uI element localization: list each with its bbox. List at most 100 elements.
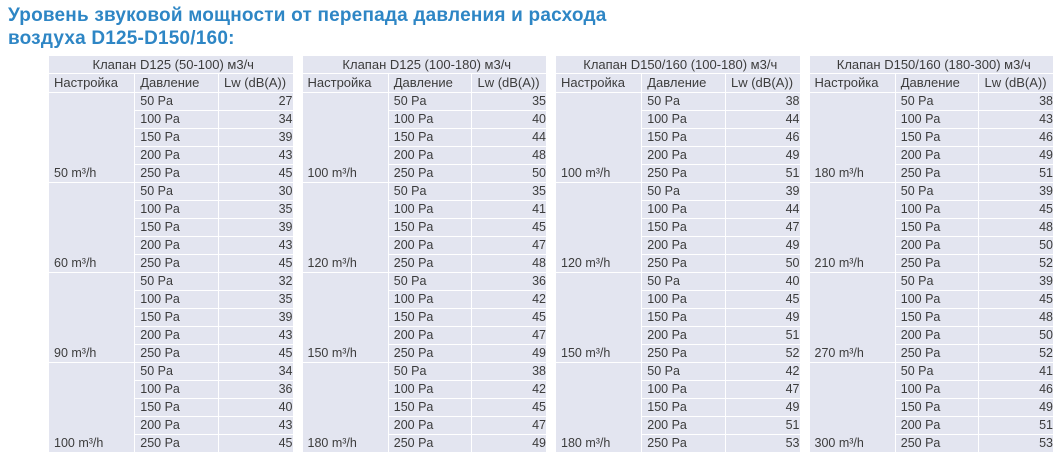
pressure-cell: 100 Pa — [389, 201, 472, 218]
setting-cell: 60 m³/h — [49, 183, 134, 272]
pressure-cell: 250 Pa — [642, 255, 725, 272]
pressure-cell: 50 Pa — [135, 363, 218, 380]
pressure-cell: 150 Pa — [642, 219, 725, 236]
lw-value-cell: 27 — [219, 93, 293, 110]
lw-value-cell: 51 — [726, 165, 800, 182]
lw-value-cell: 32 — [219, 273, 293, 290]
table-title: Клапан D150/160 (100-180) м3/ч — [556, 56, 800, 73]
pressure-cell: 50 Pa — [389, 273, 472, 290]
lw-value-cell: 45 — [219, 165, 293, 182]
pressure-cell: 50 Pa — [642, 93, 725, 110]
lw-column-header: Lw (dB(A)) — [979, 74, 1053, 92]
setting-cell: 90 m³/h — [49, 273, 134, 362]
pressure-cell: 250 Pa — [389, 255, 472, 272]
pressure-cell: 150 Pa — [642, 129, 725, 146]
lw-value-cell: 39 — [979, 183, 1053, 200]
lw-value-cell: 47 — [472, 417, 546, 434]
lw-value-cell: 38 — [472, 363, 546, 380]
pressure-cell: 50 Pa — [135, 93, 218, 110]
lw-value-cell: 46 — [726, 129, 800, 146]
lw-value-cell: 35 — [472, 183, 546, 200]
pressure-cell: 150 Pa — [389, 219, 472, 236]
setting-cell: 100 m³/h — [303, 93, 388, 182]
lw-value-cell: 42 — [472, 291, 546, 308]
pressure-cell: 200 Pa — [135, 327, 218, 344]
lw-value-cell: 43 — [219, 147, 293, 164]
lw-value-cell: 40 — [219, 399, 293, 416]
lw-value-cell: 39 — [726, 183, 800, 200]
pressure-cell: 200 Pa — [896, 417, 979, 434]
setting-cell: 150 m³/h — [303, 273, 388, 362]
pressure-cell: 200 Pa — [135, 417, 218, 434]
page-title-line2: воздуха D125-D150/160: — [8, 28, 235, 49]
pressure-cell: 200 Pa — [642, 237, 725, 254]
pressure-cell: 50 Pa — [642, 273, 725, 290]
lw-value-cell: 50 — [979, 327, 1053, 344]
lw-value-cell: 49 — [979, 399, 1053, 416]
page-title-line1: Уровень звуковой мощности от перепада да… — [8, 5, 607, 26]
pressure-cell: 200 Pa — [389, 237, 472, 254]
pressure-column-header: Давление — [135, 74, 218, 92]
lw-value-cell: 51 — [979, 165, 1053, 182]
lw-value-cell: 35 — [219, 291, 293, 308]
lw-value-cell: 51 — [726, 417, 800, 434]
pressure-cell: 150 Pa — [135, 399, 218, 416]
lw-value-cell: 51 — [979, 417, 1053, 434]
pressure-cell: 250 Pa — [896, 165, 979, 182]
pressure-cell: 250 Pa — [135, 345, 218, 362]
pressure-cell: 100 Pa — [896, 291, 979, 308]
lw-value-cell: 45 — [979, 291, 1053, 308]
pressure-cell: 150 Pa — [389, 309, 472, 326]
lw-value-cell: 50 — [979, 237, 1053, 254]
page-title: Уровень звуковой мощности от перепада да… — [8, 4, 1054, 50]
lw-value-cell: 44 — [726, 111, 800, 128]
setting-cell: 100 m³/h — [556, 93, 641, 182]
lw-value-cell: 36 — [219, 381, 293, 398]
pressure-cell: 50 Pa — [896, 93, 979, 110]
pressure-cell: 100 Pa — [896, 381, 979, 398]
pressure-cell: 150 Pa — [135, 219, 218, 236]
lw-value-cell: 43 — [219, 417, 293, 434]
pressure-cell: 200 Pa — [389, 327, 472, 344]
lw-value-cell: 47 — [472, 237, 546, 254]
lw-value-cell: 49 — [726, 237, 800, 254]
pressure-cell: 200 Pa — [896, 327, 979, 344]
setting-cell: 100 m³/h — [49, 363, 134, 452]
pressure-column-header: Давление — [389, 74, 472, 92]
setting-cell: 180 m³/h — [556, 363, 641, 452]
pressure-cell: 150 Pa — [642, 309, 725, 326]
lw-value-cell: 42 — [472, 381, 546, 398]
pressure-cell: 100 Pa — [896, 111, 979, 128]
pressure-cell: 200 Pa — [389, 147, 472, 164]
lw-value-cell: 35 — [472, 93, 546, 110]
pressure-cell: 100 Pa — [135, 291, 218, 308]
pressure-cell: 100 Pa — [642, 201, 725, 218]
lw-value-cell: 40 — [472, 111, 546, 128]
lw-value-cell: 53 — [726, 435, 800, 452]
pressure-cell: 50 Pa — [389, 183, 472, 200]
pressure-cell: 250 Pa — [642, 435, 725, 452]
lw-value-cell: 40 — [726, 273, 800, 290]
lw-value-cell: 50 — [726, 255, 800, 272]
lw-value-cell: 43 — [219, 327, 293, 344]
pressure-cell: 250 Pa — [389, 165, 472, 182]
pressure-cell: 50 Pa — [896, 363, 979, 380]
pressure-cell: 100 Pa — [135, 111, 218, 128]
pressure-cell: 200 Pa — [896, 147, 979, 164]
lw-value-cell: 49 — [726, 309, 800, 326]
setting-cell: 270 m³/h — [810, 273, 895, 362]
pressure-cell: 200 Pa — [642, 417, 725, 434]
